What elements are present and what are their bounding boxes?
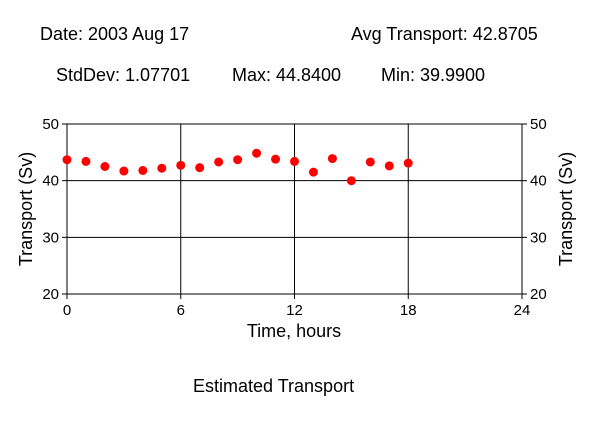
- data-point: [346, 176, 356, 186]
- data-point: [365, 157, 375, 167]
- data-point: [81, 156, 91, 166]
- max-label: Max: 44.8400: [232, 65, 342, 85]
- x-tick-label: 6: [177, 302, 185, 319]
- data-point: [384, 161, 394, 171]
- grid: [67, 124, 522, 294]
- y-tick-label-left: 30: [42, 229, 59, 246]
- data-point: [290, 156, 299, 166]
- x-tick-label: 0: [63, 302, 71, 319]
- y-axis-label-right: Transport (Sv): [556, 152, 576, 266]
- data-point: [62, 155, 72, 165]
- stddev-label: StdDev: 1.07701: [56, 65, 191, 85]
- data-point: [119, 166, 129, 176]
- y-tick-label-right: 20: [530, 286, 547, 303]
- x-tick-label: 12: [286, 302, 303, 319]
- data-point: [214, 157, 224, 167]
- y-tick-label-left: 20: [42, 286, 59, 303]
- data-point: [327, 154, 337, 164]
- y-tick-label-right: 50: [530, 116, 547, 133]
- data-point: [100, 162, 110, 171]
- y-tick-label-left: 40: [42, 173, 59, 190]
- x-tick-label: 24: [514, 302, 531, 319]
- x-tick-label: 18: [400, 302, 417, 319]
- data-point: [271, 154, 281, 164]
- data-point: [308, 167, 318, 177]
- min-label: Min: 39.9900: [381, 65, 486, 85]
- y-axis-label-left: Transport (Sv): [16, 152, 36, 266]
- data-points: [62, 148, 413, 186]
- y-tick-label-right: 30: [530, 229, 547, 246]
- x-axis-label: Time, hours: [247, 321, 341, 341]
- y-tick-label-left: 50: [42, 116, 59, 133]
- data-point: [252, 148, 262, 158]
- data-point: [403, 158, 413, 168]
- data-point: [176, 160, 186, 170]
- chart-caption: Estimated Transport: [193, 376, 355, 396]
- data-point: [195, 163, 205, 173]
- avg-transport-label: Avg Transport: 42.8705: [351, 24, 538, 44]
- date-label: Date: 2003 Aug 17: [40, 24, 190, 44]
- y-tick-label-right: 40: [530, 173, 547, 190]
- data-point: [138, 165, 148, 175]
- data-point: [233, 155, 243, 165]
- data-point: [157, 163, 167, 173]
